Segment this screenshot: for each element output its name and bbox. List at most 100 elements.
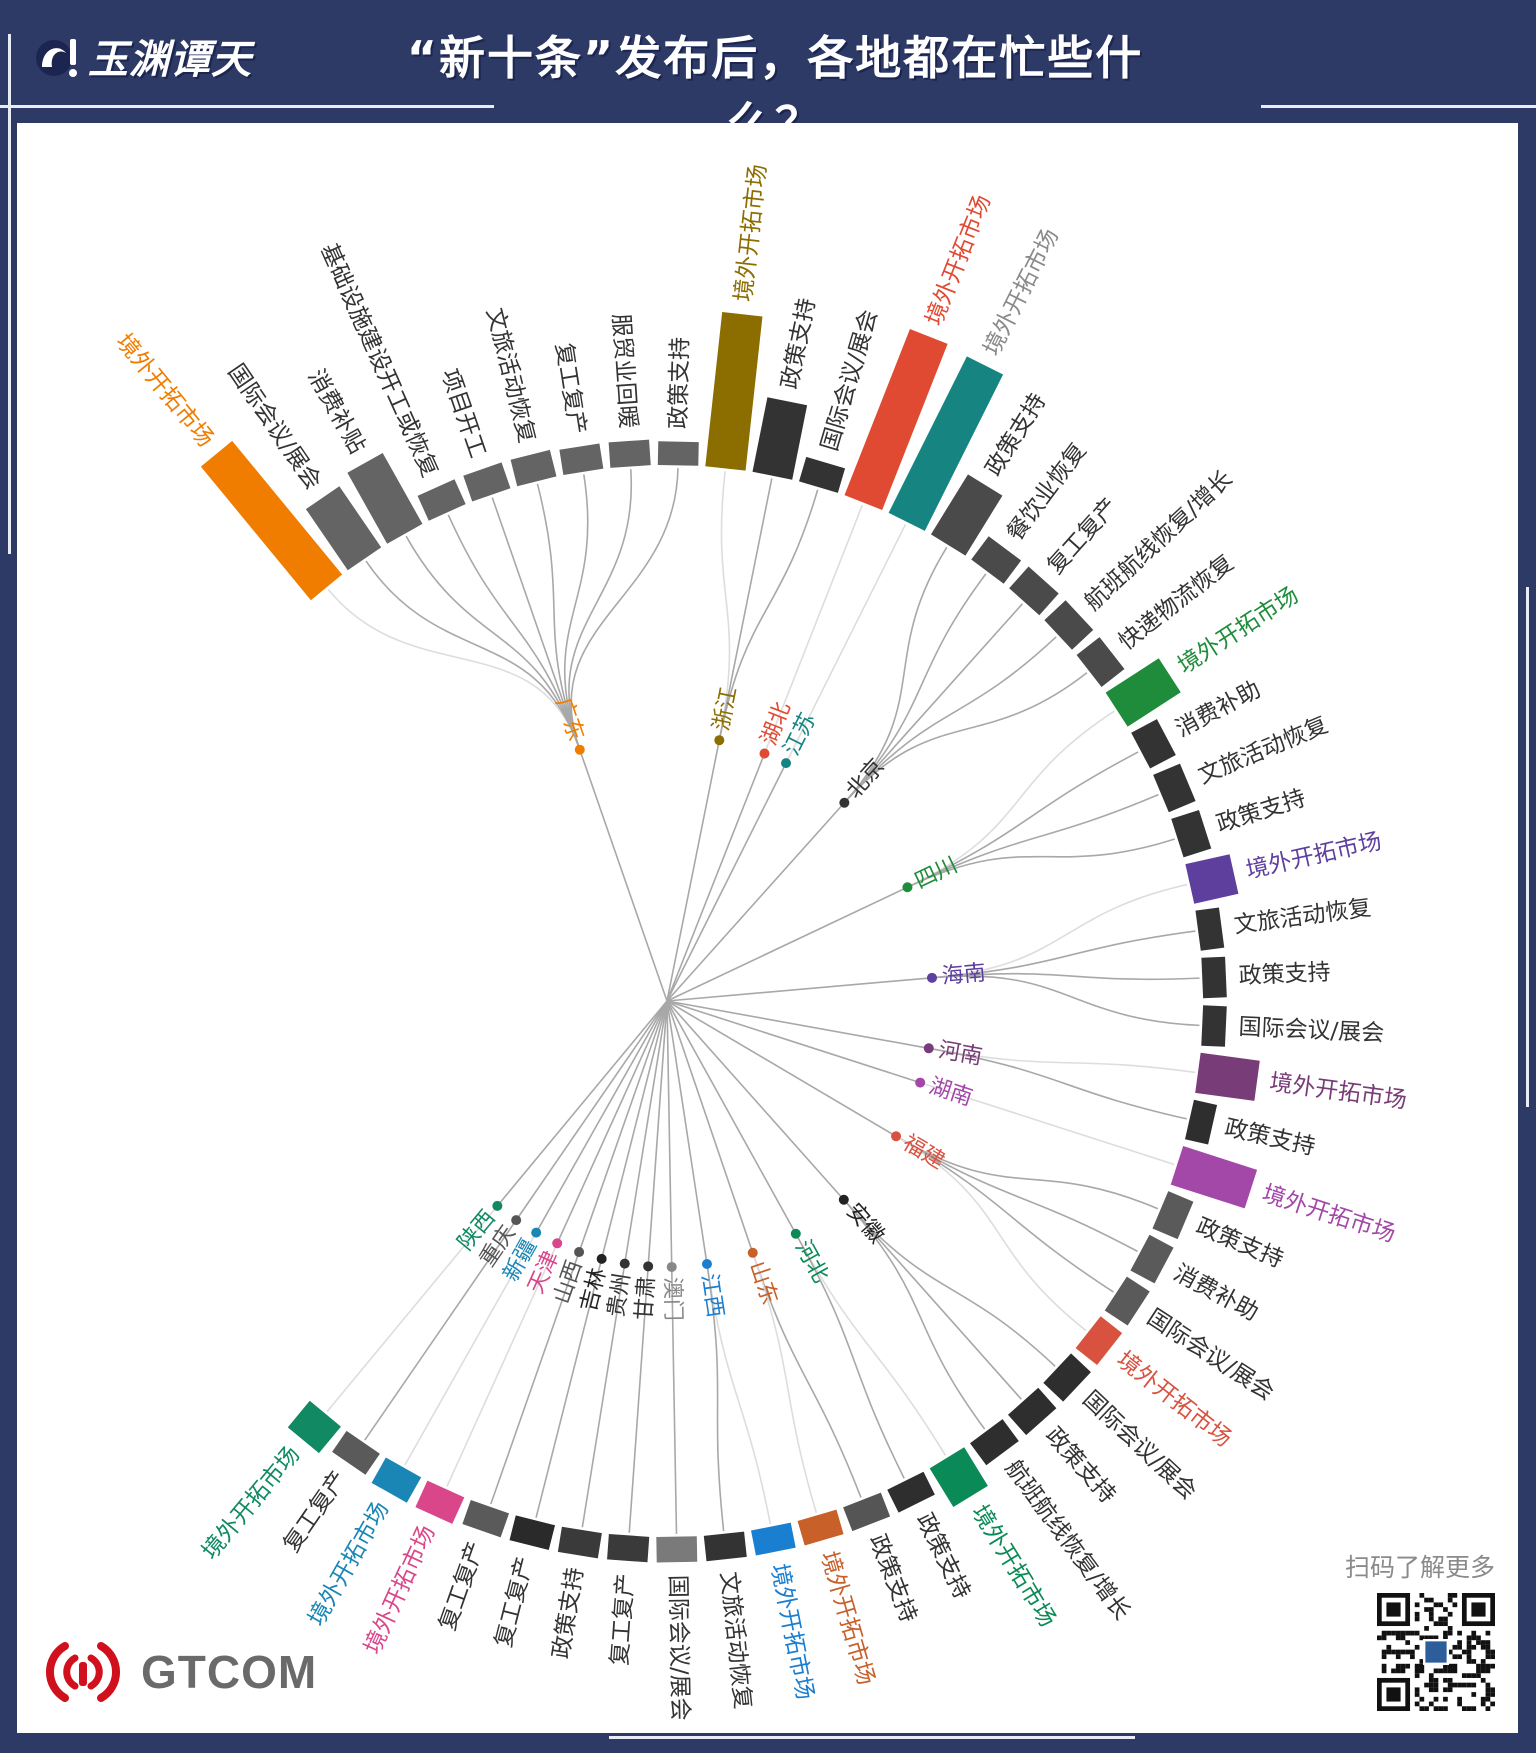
province-leaf-link (491, 497, 581, 750)
province-node-dot[interactable] (790, 1228, 801, 1239)
leaf-bar[interactable] (1183, 1097, 1219, 1147)
leaf-bar[interactable] (928, 472, 1005, 558)
root-link (579, 749, 668, 1002)
province-label: 河北 (790, 1236, 833, 1287)
leaf-bar[interactable] (702, 1529, 749, 1563)
leaf-bar[interactable] (842, 327, 950, 512)
root-link (515, 1000, 668, 1221)
leaf-bar[interactable] (969, 534, 1024, 586)
leaf-bar[interactable] (1007, 564, 1061, 618)
leaf-bar[interactable] (556, 1525, 604, 1561)
province-node-dot[interactable] (492, 1200, 503, 1211)
leaf-bar[interactable] (750, 395, 809, 482)
province-node-dot[interactable] (759, 748, 770, 759)
leaf-bar[interactable] (1199, 955, 1229, 1000)
province-node-dot[interactable] (926, 972, 937, 983)
province-node-dot[interactable] (839, 797, 850, 808)
province-node-dot[interactable] (915, 1077, 926, 1088)
leaf-label: 消费补助 (1169, 1260, 1262, 1326)
leaf-bar[interactable] (1005, 1385, 1059, 1438)
province-leaf-link (907, 793, 1159, 888)
province-label: 山东 (744, 1258, 782, 1308)
root-link (666, 1000, 673, 1267)
leaf-bar[interactable] (345, 450, 425, 546)
province-node-dot[interactable] (747, 1247, 758, 1258)
leaf-bar[interactable] (557, 441, 606, 477)
leaf-bar[interactable] (967, 1417, 1021, 1468)
leaf-label: 政策支持 (1222, 1115, 1317, 1161)
leaf-bar[interactable] (415, 477, 468, 523)
leaf-bar[interactable] (460, 1498, 511, 1540)
province-nodes-layer: 广东 浙江 湖北江苏北京四川海南河南湖南福建安徽河北山东江西澳门甘肃贵州吉林山西天津… (453, 685, 987, 1321)
province-leaf-link (907, 751, 1139, 888)
leaf-bar[interactable] (1168, 1144, 1259, 1211)
province-leaf-link (843, 573, 987, 804)
leaf-bar[interactable] (507, 1513, 557, 1552)
province-node-dot[interactable] (643, 1261, 654, 1272)
leaf-bar[interactable] (1103, 656, 1183, 729)
root-link (496, 1000, 668, 1207)
province-leaf-link (446, 1242, 558, 1487)
province-node-dot[interactable] (891, 1131, 902, 1142)
province-node-dot[interactable] (838, 1194, 849, 1205)
qr-code[interactable] (1375, 1593, 1497, 1711)
province-node-dot[interactable] (666, 1261, 677, 1272)
province-node-dot[interactable] (619, 1258, 630, 1269)
leaf-bar[interactable] (605, 1532, 651, 1564)
leaf-bar[interactable] (885, 1469, 937, 1515)
province-node-dot[interactable] (714, 735, 725, 746)
province-leaf-link (919, 1081, 1175, 1166)
leaf-bar[interactable] (1074, 635, 1127, 690)
province-node-dot[interactable] (531, 1227, 542, 1238)
leaf-bar[interactable] (461, 460, 513, 504)
leaf-label: 境外开拓市场 (1259, 1181, 1398, 1248)
leaf-label: 消费补助 (1172, 677, 1265, 743)
province-node-dot[interactable] (701, 1258, 712, 1269)
root-link (623, 1000, 668, 1264)
leaf-bar[interactable] (841, 1490, 893, 1534)
province-node-dot[interactable] (781, 758, 792, 769)
leaf-bar[interactable] (1193, 1051, 1262, 1103)
leaf-bar[interactable] (285, 1398, 344, 1456)
leaf-bar[interactable] (1150, 1189, 1196, 1242)
province-node-dot[interactable] (552, 1238, 563, 1249)
leaf-bar[interactable] (1073, 1314, 1125, 1368)
leaf-bar[interactable] (508, 448, 559, 489)
leaf-bar[interactable] (607, 438, 653, 470)
content-panel (17, 123, 1518, 1733)
province-node-dot[interactable] (574, 744, 585, 755)
leaf-bar[interactable] (886, 354, 1006, 533)
leaf-bar[interactable] (198, 438, 345, 603)
leaf-bar[interactable] (1183, 852, 1241, 906)
leaf-bar[interactable] (1169, 808, 1214, 860)
leaf-bar[interactable] (303, 484, 384, 573)
leaf-bar[interactable] (1102, 1274, 1152, 1328)
leaf-bar[interactable] (1128, 1232, 1176, 1286)
leaf-bar[interactable] (413, 1478, 467, 1526)
leaf-bar[interactable] (1129, 717, 1178, 771)
links-layer (326, 468, 1200, 1534)
leaf-label: 复工复产 (491, 1554, 539, 1650)
leaf-bar[interactable] (749, 1520, 798, 1558)
province-node-dot[interactable] (902, 882, 913, 893)
leaf-bar[interactable] (927, 1445, 990, 1510)
leaf-bar[interactable] (654, 1534, 699, 1565)
leaf-bar[interactable] (703, 310, 765, 473)
province-node-dot[interactable] (574, 1247, 585, 1258)
leaf-bar[interactable] (795, 1507, 846, 1548)
leaf-bar[interactable] (1041, 1351, 1094, 1404)
province-node-dot[interactable] (511, 1215, 522, 1226)
leaf-label: 境外开拓市场 (1244, 828, 1384, 884)
leaf-bar[interactable] (1151, 761, 1198, 815)
leaf-bar[interactable] (656, 439, 701, 468)
province-leaf-link (568, 469, 633, 750)
leaf-bar[interactable] (330, 1428, 383, 1477)
leaf-bar[interactable] (797, 455, 847, 495)
province-node-dot[interactable] (923, 1043, 934, 1054)
leaf-bar[interactable] (369, 1455, 424, 1505)
leaf-bar[interactable] (1193, 905, 1226, 953)
leaf-bar[interactable] (1199, 1003, 1229, 1049)
qr-caption: 扫码了解更多 (1345, 1553, 1496, 1582)
leaf-bar[interactable] (1042, 598, 1096, 652)
province-node-dot[interactable] (596, 1253, 607, 1264)
